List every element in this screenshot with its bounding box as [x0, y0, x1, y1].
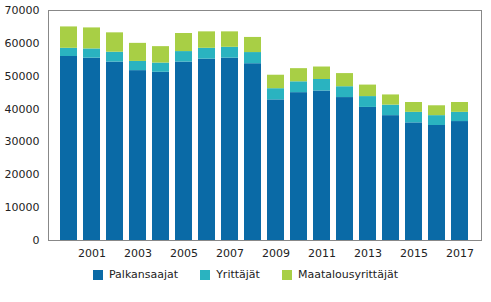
svg-text:50000: 50000 [5, 70, 40, 83]
svg-text:2011: 2011 [308, 247, 336, 260]
svg-text:10000: 10000 [5, 201, 40, 214]
html-text:Maatalousyrittäjät: Maatalousyrittäjät [297, 268, 398, 281]
svg-text:60000: 60000 [5, 37, 40, 50]
svg-text:2007: 2007 [216, 247, 244, 260]
svg-text:2001: 2001 [78, 247, 106, 260]
svg-text:2005: 2005 [170, 247, 198, 260]
svg-text:2015: 2015 [400, 247, 428, 260]
svg-text:30000: 30000 [5, 135, 40, 148]
html-text:Palkansaajat: Palkansaajat [109, 268, 179, 281]
svg-text:0: 0 [33, 234, 40, 247]
svg-text:2003: 2003 [124, 247, 152, 260]
html-text:Yrittäjät: Yrittäjät [216, 268, 260, 281]
svg-text:2017: 2017 [446, 247, 474, 260]
svg-text:2009: 2009 [262, 247, 290, 260]
svg-text:20000: 20000 [5, 168, 40, 181]
svg-text:2013: 2013 [354, 247, 382, 260]
svg-text:70000: 70000 [5, 4, 40, 17]
svg-text:40000: 40000 [5, 103, 40, 116]
